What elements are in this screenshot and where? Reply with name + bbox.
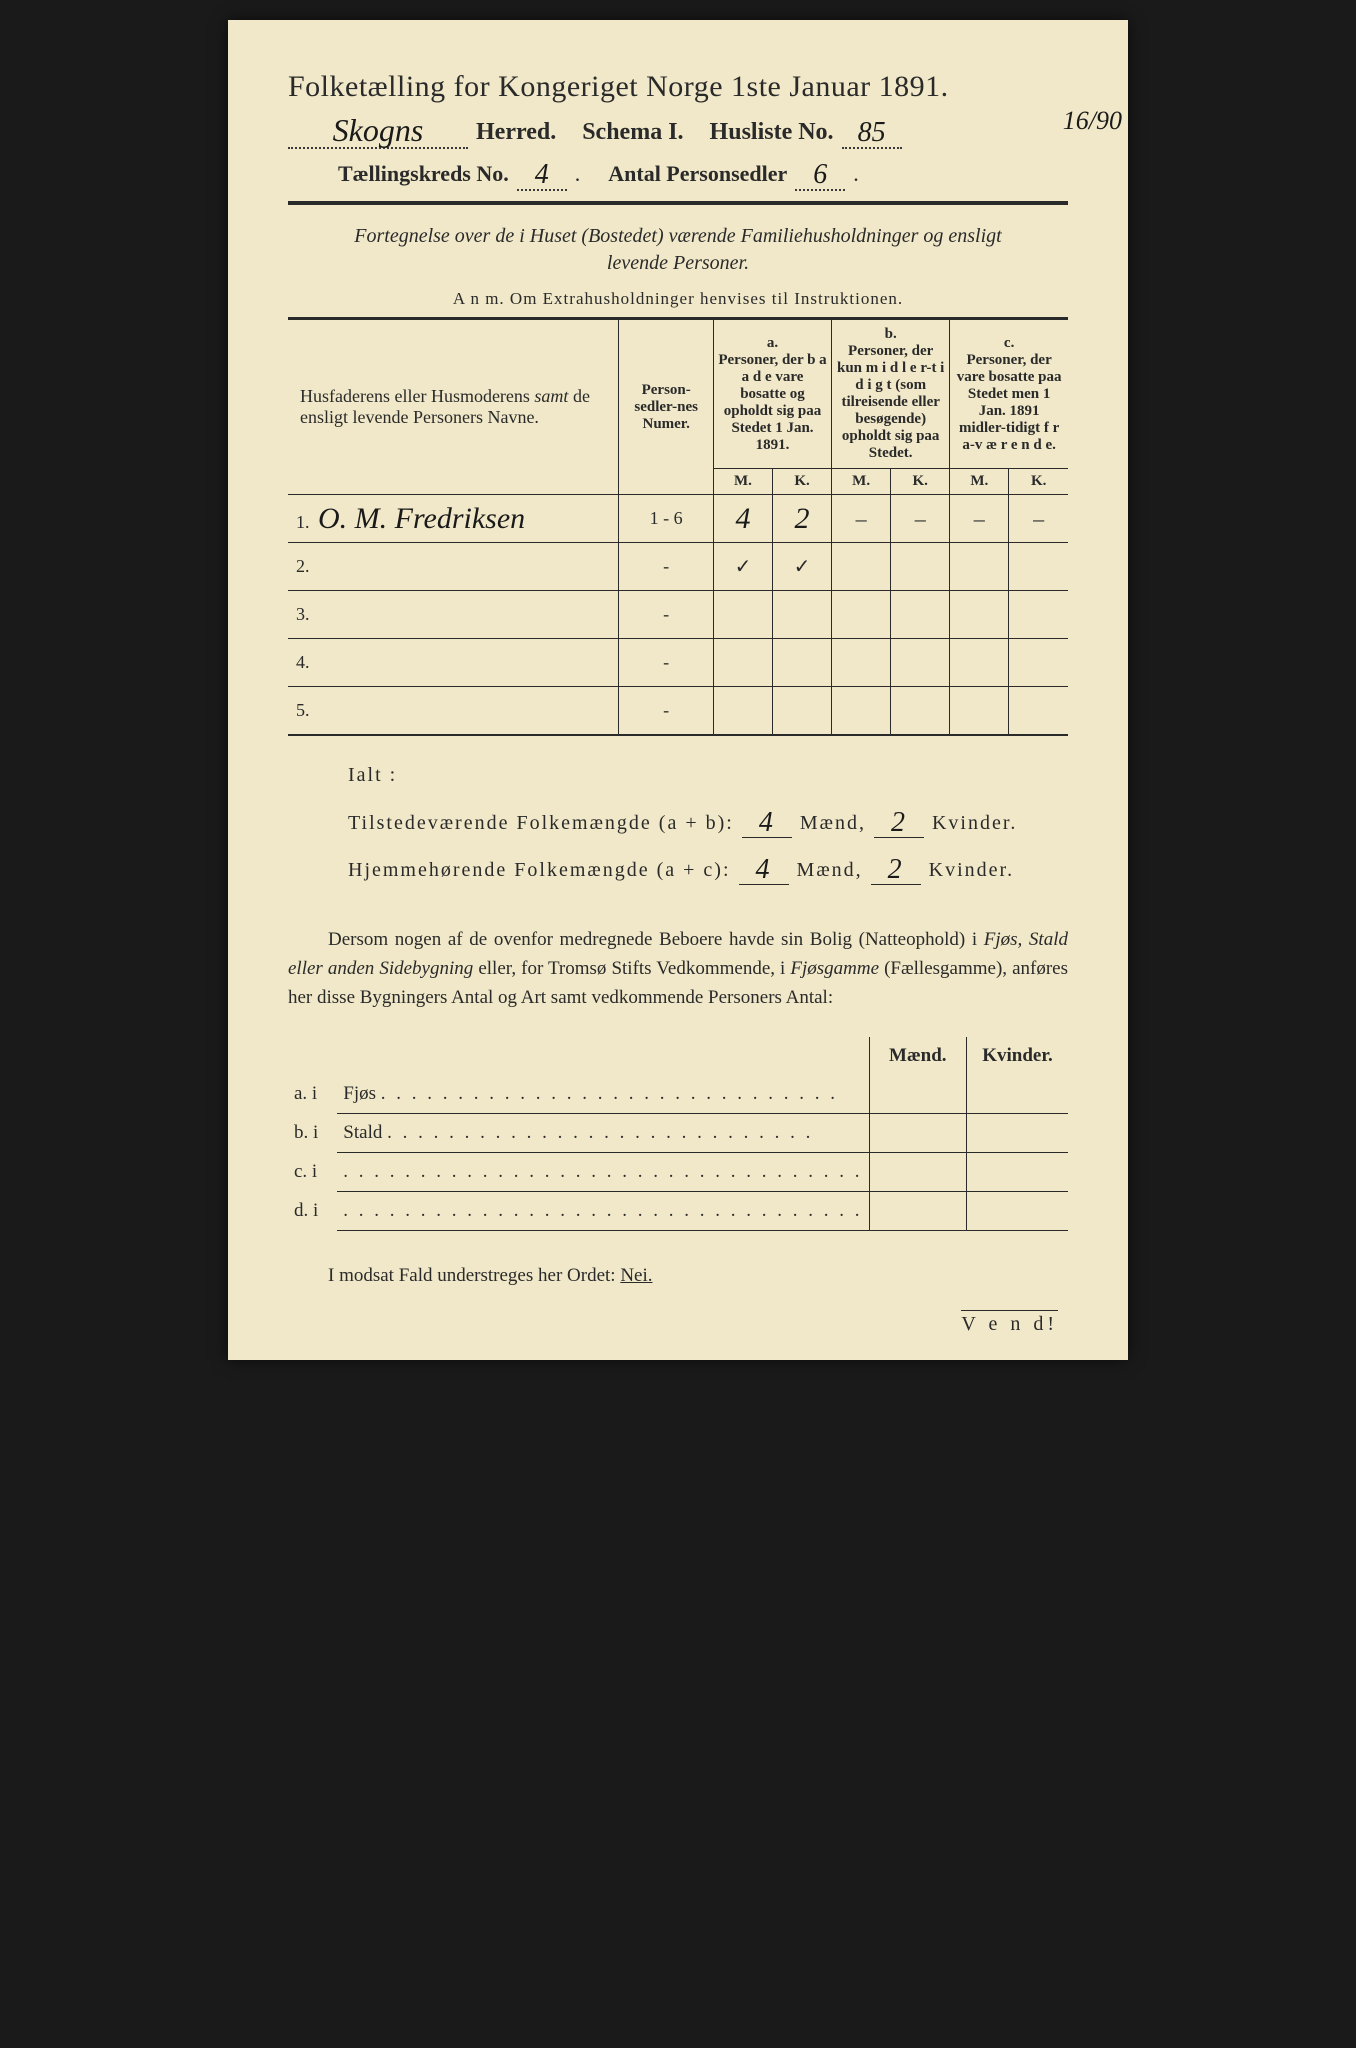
table-row: 1.O. M. Fredriksen 1 - 6 4 2 – – – – xyxy=(288,495,1068,543)
table-row: 4. - xyxy=(288,639,1068,687)
building-row: a. i Fjøs . . . . . . . . . . . . . . . … xyxy=(288,1075,1068,1114)
col-c-k: K. xyxy=(1009,469,1068,495)
ialt-label: Ialt : xyxy=(348,764,1068,787)
building-row: c. i . . . . . . . . . . . . . . . . . .… xyxy=(288,1152,1068,1191)
building-row: d. i . . . . . . . . . . . . . . . . . .… xyxy=(288,1191,1068,1230)
table-row: 2. - ✓ ✓ xyxy=(288,543,1068,591)
col-header-name: Husfaderens eller Husmoderens samt de en… xyxy=(288,319,619,495)
herred-label: Herred. xyxy=(476,119,556,146)
husliste-field: 85 xyxy=(842,115,902,149)
tkreds-value: 4 xyxy=(535,159,549,190)
herred-value: Skogns xyxy=(333,112,424,148)
divider-rule xyxy=(288,201,1068,205)
personsedler-value: 6 xyxy=(813,159,827,190)
anm-note: A n m. Om Extrahusholdninger henvises ti… xyxy=(288,289,1068,309)
buildings-table: Mænd. Kvinder. a. i Fjøs . . . . . . . .… xyxy=(288,1037,1068,1231)
totals-present: Tilstedeværende Folkemængde (a + b): 4 M… xyxy=(348,805,1068,838)
tkreds-field: 4 xyxy=(517,157,567,191)
margin-annotation: 16/90 xyxy=(1063,106,1122,136)
page-title: Folketælling for Kongeriget Norge 1ste J… xyxy=(288,70,1068,104)
herred-field: Skogns xyxy=(288,110,468,149)
col-header-b: b.Personer, der kun m i d l e r-t i d i … xyxy=(832,319,950,469)
census-form-page: Folketælling for Kongeriget Norge 1ste J… xyxy=(228,20,1128,1360)
col-header-a: a.Personer, der b a a d e vare bosatte o… xyxy=(713,319,831,469)
table-row: 5. - xyxy=(288,687,1068,735)
tkreds-label: Tællingskreds No. xyxy=(338,161,509,187)
col-b-k: K. xyxy=(891,469,950,495)
building-row: b. i Stald . . . . . . . . . . . . . . .… xyxy=(288,1113,1068,1152)
bt-head-maend: Mænd. xyxy=(869,1037,966,1075)
header-line-herred: Skogns Herred. Schema I. Husliste No. 85 xyxy=(288,110,1068,149)
schema-label: Schema I. xyxy=(582,119,683,146)
footer-sentence: I modsat Fald understreges her Ordet: Ne… xyxy=(328,1265,1068,1287)
totals-resident: Hjemmehørende Folkemængde (a + c): 4 Mæn… xyxy=(348,852,1068,885)
col-header-c: c.Personer, der vare bosatte paa Stedet … xyxy=(950,319,1068,469)
vend-label: V e n d! xyxy=(961,1310,1058,1336)
personsedler-label: Antal Personsedler xyxy=(608,161,787,187)
personsedler-field: 6 xyxy=(795,157,845,191)
households-table: Husfaderens eller Husmoderens samt de en… xyxy=(288,317,1068,736)
col-header-numer: Person-sedler-nes Numer. xyxy=(619,319,714,495)
col-c-m: M. xyxy=(950,469,1009,495)
footer-nei: Nei. xyxy=(620,1265,652,1286)
col-b-m: M. xyxy=(832,469,891,495)
husliste-label: Husliste No. xyxy=(710,119,834,146)
bt-head-kvinder: Kvinder. xyxy=(967,1037,1068,1075)
col-a-k: K. xyxy=(773,469,832,495)
header-line-kreds: Tællingskreds No. 4 . Antal Personsedler… xyxy=(288,157,1068,191)
subtitle-line2: levende Personer. xyxy=(288,252,1068,275)
subtitle-line1: Fortegnelse over de i Huset (Bostedet) v… xyxy=(288,225,1068,248)
table-row: 3. - xyxy=(288,591,1068,639)
building-paragraph: Dersom nogen af de ovenfor medregnede Be… xyxy=(288,925,1068,1013)
col-a-m: M. xyxy=(713,469,772,495)
totals-section: Ialt : Tilstedeværende Folkemængde (a + … xyxy=(348,764,1068,885)
husliste-value: 85 xyxy=(858,117,886,148)
